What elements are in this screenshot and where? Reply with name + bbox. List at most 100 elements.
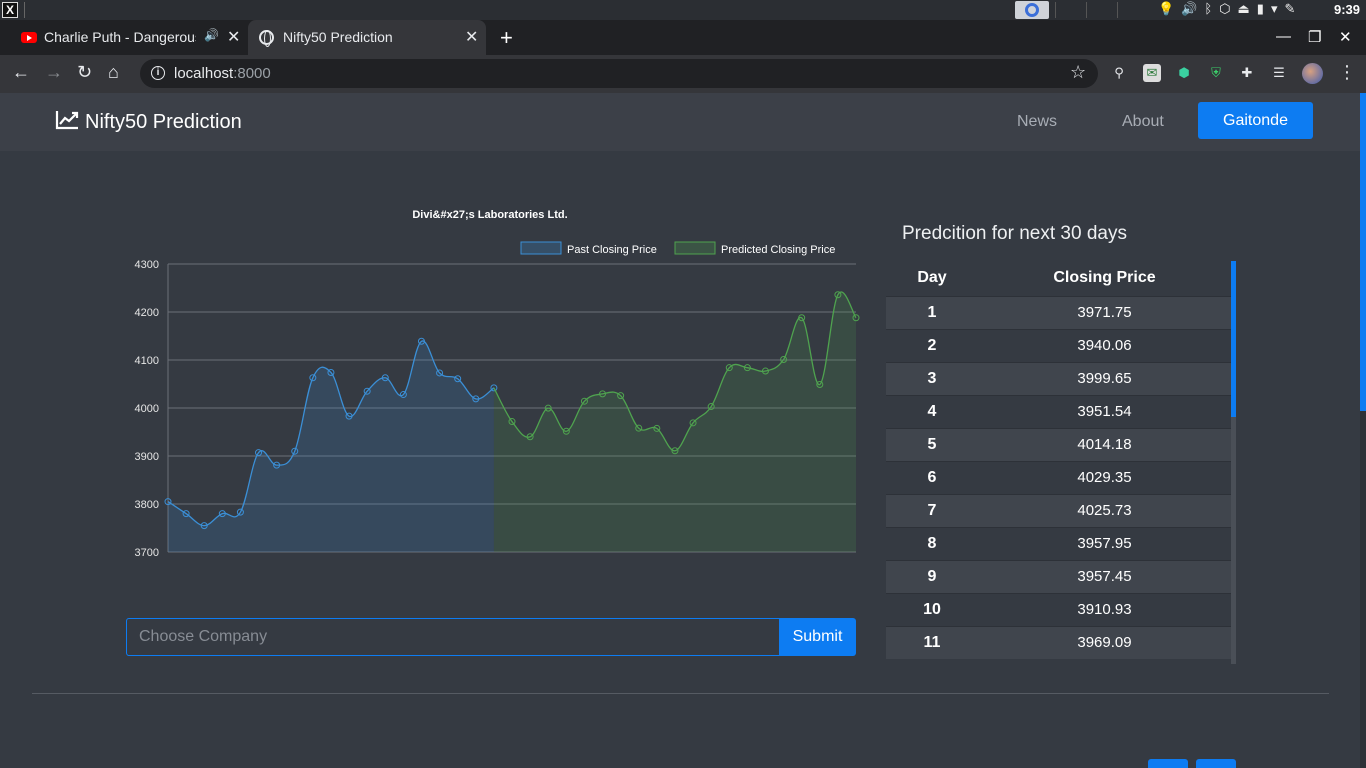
y-tick-label: 4200: [135, 307, 159, 319]
data-point: [544, 404, 552, 412]
y-tick-label: 4100: [135, 355, 159, 367]
column-header-day: Day: [886, 261, 978, 297]
bookmark-star-icon[interactable]: ☆: [1070, 62, 1087, 82]
new-tab-button[interactable]: +: [500, 25, 513, 50]
data-point: [617, 392, 625, 400]
close-tab-icon[interactable]: ✕: [465, 29, 479, 46]
price-cell: 4029.35: [978, 460, 1231, 494]
price-chart: Divi&#x27;s Laboratories Ltd. 3700 3800 390…: [120, 203, 865, 573]
browser-tab-active[interactable]: Nifty50 Prediction ✕: [248, 20, 486, 55]
table-row: 11 3969.09: [886, 625, 1231, 659]
column-header-closing-price: Closing Price: [978, 261, 1231, 297]
close-tab-icon[interactable]: ✕: [227, 29, 241, 46]
day-cell: 5: [886, 427, 978, 461]
price-cell: 3971.75: [978, 295, 1231, 329]
nav-link-about[interactable]: About: [1122, 113, 1164, 130]
price-cell: 4014.18: [978, 427, 1231, 461]
home-icon[interactable]: ⌂: [108, 62, 119, 82]
table-row: 1 3971.75: [886, 295, 1231, 329]
day-cell: 1: [886, 295, 978, 329]
data-point: [309, 374, 317, 382]
y-tick-label: 4000: [135, 403, 159, 415]
puzzle-icon[interactable]: ✚: [1241, 65, 1253, 80]
shield-extension-icon[interactable]: ⛨: [1211, 65, 1221, 80]
y-tick-label: 3800: [135, 499, 159, 511]
url-text[interactable]: localhost:8000: [174, 65, 271, 82]
data-point: [834, 291, 842, 299]
tab-title: Nifty50 Prediction: [283, 29, 393, 45]
page-scrollbar-thumb[interactable]: [1360, 93, 1366, 411]
prediction-title: Predcition for next 30 days: [902, 223, 1127, 244]
data-point: [798, 314, 806, 322]
extension-icon[interactable]: ⚲: [1114, 65, 1124, 80]
y-tick-label: 3900: [135, 451, 159, 463]
data-point: [327, 368, 335, 376]
nav-link-news[interactable]: News: [1017, 113, 1058, 130]
prediction-table-container[interactable]: Day Closing Price 1 3971.75 2 3940.06 3 3999.…: [886, 261, 1238, 660]
legend-swatch: [520, 241, 562, 255]
data-point: [780, 356, 788, 364]
back-icon[interactable]: ←: [12, 62, 30, 82]
forward-icon[interactable]: →: [45, 62, 63, 82]
user-button[interactable]: Gaitonde: [1198, 102, 1313, 139]
price-cell: 3957.95: [978, 526, 1231, 560]
restore-icon[interactable]: ❐: [1308, 29, 1322, 46]
legend-swatch: [674, 241, 716, 255]
minimize-icon[interactable]: —: [1276, 28, 1291, 45]
table-row: 2 3940.06: [886, 328, 1231, 362]
speaker-icon[interactable]: 🔊: [204, 28, 219, 42]
submit-button[interactable]: Submit: [779, 618, 856, 656]
media-queue-icon[interactable]: ☰: [1273, 65, 1285, 80]
table-scrollbar[interactable]: [1231, 261, 1236, 664]
day-cell: 9: [886, 559, 978, 593]
data-point: [816, 380, 824, 388]
data-point: [399, 391, 407, 399]
profile-avatar[interactable]: [1302, 63, 1323, 84]
menu-kebab-icon[interactable]: ⋮: [1338, 62, 1356, 82]
os-clock[interactable]: 9:39: [1334, 2, 1361, 17]
data-point: [417, 337, 425, 345]
prediction-table: Day Closing Price 1 3971.75 2 3940.06 3 3999.…: [886, 261, 1231, 659]
data-point: [743, 364, 751, 372]
series-area: [493, 291, 856, 552]
table-scrollbar-thumb[interactable]: [1231, 261, 1236, 417]
brand[interactable]: Nifty50 Prediction: [55, 110, 242, 134]
choose-company-input[interactable]: [126, 618, 780, 656]
data-point: [562, 427, 570, 435]
data-point: [490, 384, 498, 392]
vpn-extension-icon[interactable]: ⬢: [1178, 65, 1190, 80]
footer-button[interactable]: [1196, 759, 1236, 768]
mail-extension-icon[interactable]: ✉: [1143, 64, 1161, 82]
page-scrollbar[interactable]: [1360, 93, 1366, 768]
day-cell: 3: [886, 361, 978, 395]
day-cell: 7: [886, 493, 978, 527]
data-point: [454, 375, 462, 383]
system-tray-icons[interactable]: 💡🔊ᛒ⬡⏏▮▾✎: [1158, 1, 1303, 16]
data-point: [508, 418, 516, 426]
footer-button[interactable]: [1148, 759, 1188, 768]
os-menu-icon[interactable]: X: [2, 2, 18, 18]
day-cell: 11: [886, 625, 978, 659]
os-top-bar: X 💡🔊ᛒ⬡⏏▮▾✎ 9:39: [0, 0, 1366, 20]
close-window-icon[interactable]: ✕: [1339, 29, 1352, 46]
price-cell: 3957.45: [978, 559, 1231, 593]
table-row: 5 4014.18: [886, 427, 1231, 461]
page: Nifty50 Prediction News About Gaitonde D…: [0, 93, 1366, 768]
price-cell: 4025.73: [978, 493, 1231, 527]
table-row: 4 3951.54: [886, 394, 1231, 428]
data-point: [381, 374, 389, 382]
chrome-tray-icon[interactable]: [1015, 1, 1049, 19]
browser-tab-youtube[interactable]: Charlie Puth - Dangerously 🔊 ✕: [8, 20, 248, 55]
y-tick-label: 4300: [135, 259, 159, 271]
data-point: [164, 498, 172, 506]
data-point: [599, 390, 607, 398]
table-row: 8 3957.95: [886, 526, 1231, 560]
reload-icon[interactable]: ↻: [77, 62, 93, 82]
data-point: [182, 510, 190, 518]
data-point: [472, 395, 480, 403]
legend-label: Past Closing Price: [567, 244, 657, 256]
day-cell: 6: [886, 460, 978, 494]
data-point: [725, 364, 733, 372]
info-icon[interactable]: i: [151, 66, 165, 80]
address-bar[interactable]: i localhost:8000 ☆: [140, 59, 1098, 88]
